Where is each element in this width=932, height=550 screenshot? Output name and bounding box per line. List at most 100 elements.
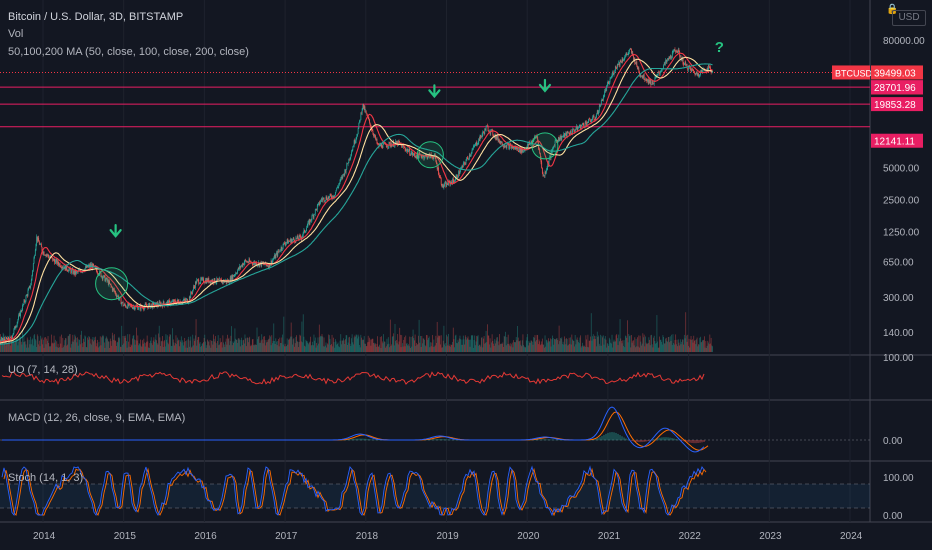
volume-bar xyxy=(286,338,288,352)
volume-bar xyxy=(24,341,25,352)
volume-bar xyxy=(215,336,216,352)
volume-bar xyxy=(55,346,57,352)
volume-bar xyxy=(551,339,553,352)
volume-bar xyxy=(626,337,628,352)
volume-bar xyxy=(344,344,346,352)
volume-bar xyxy=(399,327,401,352)
macd-hist-bar xyxy=(643,440,645,442)
volume-bar xyxy=(620,338,622,352)
volume-bar xyxy=(336,344,338,352)
candle-body xyxy=(228,280,230,284)
ma-legend[interactable]: 50,100,200 MA (50, close, 100, close, 20… xyxy=(8,46,249,58)
volume-bar xyxy=(353,344,354,352)
volume-bar xyxy=(356,335,358,352)
candle-body xyxy=(73,270,74,274)
volume-bar xyxy=(8,337,9,352)
macd-legend[interactable]: MACD (12, 26, close, 9, EMA, EMA) xyxy=(8,412,186,424)
currency-badge[interactable]: USD xyxy=(892,10,926,26)
candle-body xyxy=(570,130,572,134)
volume-bar xyxy=(699,337,701,352)
candle-body xyxy=(552,148,553,151)
stoch-legend[interactable]: Stoch (14, 1, 3) xyxy=(8,472,84,484)
candle-body xyxy=(318,202,320,205)
macd-hist-bar xyxy=(677,439,679,441)
candle-body xyxy=(385,144,387,147)
volume-bar xyxy=(649,339,650,352)
candle-body xyxy=(694,71,695,74)
volume-bar xyxy=(184,337,186,352)
candle-body xyxy=(564,133,566,137)
candle-body xyxy=(278,250,280,252)
candle-body xyxy=(347,163,348,165)
candle-body xyxy=(689,66,691,68)
candle-body xyxy=(480,135,482,137)
volume-bar xyxy=(201,345,202,352)
volume-bar xyxy=(536,334,538,352)
candle-body xyxy=(374,135,376,137)
macd-hist-bar xyxy=(695,440,697,444)
volume-bar xyxy=(237,342,238,352)
candle-body xyxy=(442,184,444,188)
candle-body xyxy=(33,257,35,264)
candle-body xyxy=(493,135,494,137)
volume-bar xyxy=(501,343,503,352)
volume-bar xyxy=(118,336,120,352)
candle-body xyxy=(498,140,500,141)
candle-body xyxy=(327,196,329,201)
volume-bar xyxy=(207,339,208,352)
candle-body xyxy=(415,156,417,158)
candle-body xyxy=(664,62,666,64)
candle-body xyxy=(18,313,20,316)
volume-legend[interactable]: Vol xyxy=(8,28,24,40)
candle-body xyxy=(338,184,340,188)
volume-bar xyxy=(253,345,255,352)
volume-bar xyxy=(66,345,68,352)
candle-body xyxy=(16,322,18,326)
volume-bar xyxy=(10,339,12,352)
candle-body xyxy=(616,64,618,69)
volume-bar xyxy=(490,347,492,352)
volume-bar xyxy=(515,342,516,352)
volume-bar xyxy=(483,336,485,352)
volume-bar xyxy=(395,341,397,352)
uo-legend[interactable]: UO (7, 14, 28) xyxy=(8,364,78,376)
volume-bar xyxy=(227,334,228,352)
candle-body xyxy=(655,76,657,78)
volume-bar xyxy=(199,343,200,352)
volume-bar xyxy=(417,343,419,352)
volume-bar xyxy=(537,335,539,352)
volume-bar xyxy=(509,343,511,352)
volume-bar xyxy=(479,344,481,352)
volume-bar xyxy=(410,337,412,352)
candle-body xyxy=(285,243,287,245)
candle-body xyxy=(185,299,187,301)
volume-bar xyxy=(539,341,541,352)
volume-bar xyxy=(367,335,369,352)
candle-body xyxy=(582,123,583,125)
candle-body xyxy=(324,200,326,202)
candles xyxy=(0,47,713,344)
candle-body xyxy=(217,278,218,280)
volume-bar xyxy=(600,334,602,352)
volume-bar xyxy=(292,344,293,352)
volume-bar xyxy=(255,344,257,352)
candle-body xyxy=(154,302,156,306)
volume-bar xyxy=(316,345,318,352)
volume-bar xyxy=(328,335,330,352)
volume-bar xyxy=(221,341,222,352)
volume-bar xyxy=(627,320,628,352)
candle-body xyxy=(257,262,259,265)
lock-icon[interactable]: 🔒 xyxy=(886,4,899,15)
candle-body xyxy=(491,129,493,131)
candle-body xyxy=(292,238,294,240)
volume-bar xyxy=(162,346,164,352)
volume-bar xyxy=(346,335,348,352)
volume-bar xyxy=(136,327,137,352)
candle-body xyxy=(460,168,462,173)
volume-bar xyxy=(458,341,460,352)
volume-bar xyxy=(146,335,148,352)
volume-bar xyxy=(402,346,404,352)
volume-bar xyxy=(552,335,553,352)
candle-body xyxy=(567,131,569,134)
